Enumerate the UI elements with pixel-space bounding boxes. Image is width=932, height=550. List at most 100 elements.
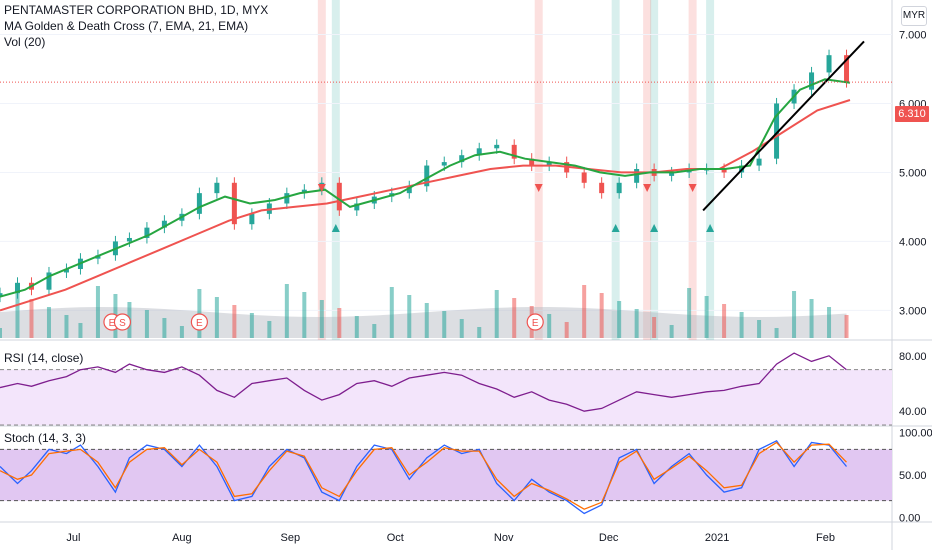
price-candle (406, 180, 412, 199)
candle-body (284, 193, 290, 204)
candle-body (546, 162, 552, 166)
volume-bar (459, 319, 464, 338)
volume-bar (144, 310, 149, 338)
candle-body (669, 172, 675, 176)
candle-body (144, 227, 150, 238)
time-tick-label: Aug (172, 532, 192, 544)
candle-body (14, 282, 20, 294)
volume-bar (582, 285, 587, 338)
volume-bar (267, 321, 272, 338)
volume-bar (232, 305, 237, 338)
volume-bar (15, 291, 20, 338)
trendline (702, 40, 865, 212)
candle-body (336, 182, 342, 211)
time-tick-label: Oct (387, 532, 404, 544)
volume-bar (617, 301, 622, 338)
volume-bar (704, 296, 709, 338)
rsi-line (0, 352, 847, 412)
volume-bar (809, 299, 814, 338)
volume-bar (389, 287, 394, 338)
price-candle (844, 49, 850, 88)
stoch-d-line (0, 441, 847, 510)
golden-cross-marker (650, 224, 659, 232)
volume-bar (424, 303, 429, 338)
price-candle (529, 153, 535, 172)
price-candle (546, 156, 552, 172)
volume-bar (774, 328, 779, 338)
price-candle (284, 187, 290, 210)
rsi-pane-label[interactable]: RSI (14, close) (4, 351, 84, 365)
candle-body (354, 203, 360, 211)
time-tick-label: Feb (816, 532, 835, 544)
golden-cross-band (331, 0, 340, 340)
price-candle (46, 266, 52, 296)
candle-body (844, 55, 850, 83)
price-candle (634, 163, 640, 189)
volume-bar (214, 297, 219, 338)
golden-cross-band (611, 0, 620, 340)
rsi-tick-label: 80.00 (899, 351, 927, 363)
candle-body (161, 220, 167, 228)
volume-bar (354, 316, 359, 338)
candle-body (406, 186, 412, 194)
candle-body (459, 155, 465, 163)
candle-body (511, 144, 517, 159)
golden-cross-marker (331, 224, 340, 232)
event-marker: E (526, 313, 544, 331)
slow-ema-line (0, 99, 851, 312)
candle-body (826, 55, 832, 73)
currency-button[interactable]: MYR (901, 6, 927, 26)
time-tick-label: Jul (66, 532, 80, 544)
volume-bar (547, 314, 552, 338)
ma-cross-indicator-label[interactable]: MA Golden & Death Cross (7, EMA, 21, EMA… (4, 19, 249, 33)
price-candle (231, 177, 237, 230)
volume-bar (46, 307, 51, 338)
price-candle (756, 153, 762, 172)
volume-bar (564, 322, 569, 338)
death-cross-marker (643, 184, 652, 192)
price-candle (511, 139, 517, 165)
volume-bar (29, 299, 34, 338)
time-tick-label: Dec (599, 532, 619, 544)
rsi-tick-label: 40.00 (899, 406, 927, 418)
candle-body (249, 213, 255, 225)
volume-bar (78, 323, 83, 338)
volume-bar (722, 304, 727, 338)
death-cross-band (534, 0, 543, 340)
golden-cross-marker (706, 224, 715, 232)
death-cross-band (317, 0, 326, 340)
time-tick-label: Nov (494, 532, 514, 544)
candle-body (214, 182, 220, 194)
stoch-pane-label[interactable]: Stoch (14, 3, 3) (4, 431, 87, 445)
volume-bar (687, 288, 692, 338)
volume-bar (512, 298, 517, 338)
candle-body (0, 293, 3, 297)
candle-body (774, 103, 780, 159)
price-tick-label: 5.000 (899, 167, 927, 179)
volume-bar (162, 318, 167, 338)
volume-bar (739, 312, 744, 338)
candle-body (126, 237, 132, 242)
volume-indicator-label[interactable]: Vol (20) (4, 35, 46, 49)
candle-body (809, 72, 815, 90)
candle-body (529, 158, 535, 166)
volume-bar (0, 328, 2, 338)
price-candle (196, 187, 202, 220)
volume-bar (599, 293, 604, 338)
candle-body (196, 193, 202, 214)
candle-body (616, 182, 622, 194)
price-candle (161, 215, 167, 234)
price-candle (669, 166, 675, 182)
volume-bar (844, 315, 849, 338)
volume-bar (442, 311, 447, 338)
price-candle (459, 149, 465, 168)
candle-body (634, 169, 640, 183)
candle-body (581, 172, 587, 183)
candle-body (301, 189, 307, 194)
price-candle (354, 197, 360, 216)
price-candle (581, 166, 587, 189)
volume-bar (407, 295, 412, 338)
event-marker-label: E (532, 318, 539, 329)
price-candle (126, 232, 132, 247)
